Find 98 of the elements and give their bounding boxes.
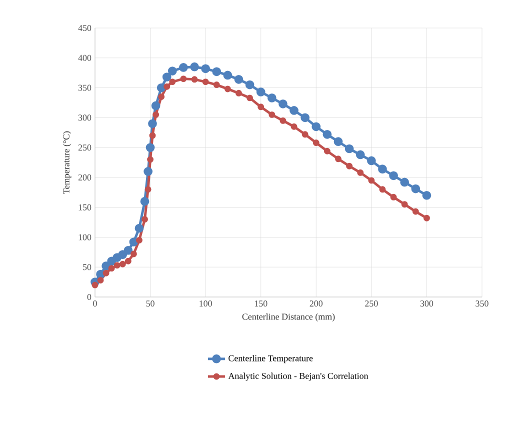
x-tick-label: 150: [254, 300, 268, 307]
point: [357, 169, 364, 176]
point: [114, 262, 120, 269]
point: [412, 208, 419, 215]
point: [130, 250, 137, 258]
point: [179, 63, 188, 72]
point: [400, 178, 410, 187]
point: [169, 78, 176, 86]
x-tick-label: 0: [93, 300, 97, 307]
x-tick-label: 200: [310, 300, 323, 307]
point: [389, 171, 398, 180]
y-tick-label: 350: [78, 84, 92, 91]
y-tick-label: 50: [83, 264, 92, 270]
point: [390, 194, 397, 200]
point: [142, 216, 148, 223]
point: [149, 132, 156, 139]
point: [168, 66, 177, 76]
y-tick-label: 250: [78, 144, 92, 151]
y-tick-label: 0: [87, 294, 92, 300]
y-tick-label: 100: [78, 234, 92, 240]
x-tick-label: 300: [420, 300, 434, 307]
point: [129, 238, 138, 246]
point: [280, 117, 286, 124]
point: [164, 83, 170, 90]
point: [302, 131, 308, 138]
point: [162, 72, 172, 82]
point: [356, 150, 365, 160]
point: [224, 86, 231, 92]
point: [97, 277, 104, 284]
point: [212, 67, 222, 76]
point: [401, 201, 408, 208]
point: [151, 101, 160, 110]
point: [140, 196, 150, 206]
y-tick-label: 300: [78, 114, 92, 121]
point: [92, 282, 98, 288]
x-tick-label: 50: [146, 300, 154, 307]
point: [147, 156, 154, 163]
point: [146, 143, 155, 152]
point: [335, 156, 342, 162]
point: [368, 177, 375, 184]
point: [119, 260, 126, 268]
point: [156, 83, 166, 92]
point: [144, 167, 153, 176]
point: [158, 94, 165, 100]
point: [246, 94, 254, 102]
point: [290, 123, 298, 130]
point: [102, 270, 110, 276]
point: [108, 265, 115, 272]
point: [334, 137, 343, 146]
point: [312, 140, 320, 146]
point: [322, 130, 332, 139]
point: [234, 74, 244, 84]
x-axis-title: Centerline Distance (mm): [242, 313, 335, 322]
point: [236, 90, 242, 96]
point: [300, 113, 310, 122]
point: [422, 190, 432, 200]
point: [256, 88, 266, 96]
point: [378, 164, 387, 174]
point: [267, 94, 276, 102]
y-tick-label: 150: [78, 204, 92, 210]
point: [102, 261, 110, 270]
point: [346, 162, 353, 170]
point: [344, 144, 354, 154]
point: [268, 111, 276, 118]
point: [134, 224, 144, 233]
point: [278, 99, 288, 108]
x-tick-label: 350: [476, 300, 488, 307]
point: [201, 64, 210, 74]
point: [258, 104, 264, 110]
point: [324, 148, 330, 154]
point: [379, 186, 386, 193]
point: [290, 106, 298, 115]
point: [144, 186, 152, 193]
y-axis-title: Temperature (°C): [63, 131, 72, 194]
point: [136, 236, 142, 244]
point: [124, 258, 132, 264]
point: [124, 246, 133, 255]
point: [152, 111, 160, 118]
point: [191, 76, 198, 83]
point: [202, 78, 209, 86]
point: [312, 122, 321, 132]
legend-label: Analytic Solution - Bejan's Correlation: [228, 372, 368, 381]
y-tick-label: 400: [78, 54, 92, 61]
point: [190, 62, 199, 72]
legend-label: Centerline Temperature: [228, 354, 313, 364]
point: [223, 70, 232, 80]
point: [213, 82, 220, 88]
x-tick-label: 100: [200, 300, 212, 307]
point: [366, 156, 376, 166]
point: [118, 250, 128, 259]
point: [180, 76, 187, 82]
point: [423, 214, 430, 222]
x-tick-label: 250: [365, 300, 378, 307]
point: [411, 184, 420, 194]
y-tick-label: 200: [78, 174, 92, 180]
point: [245, 80, 254, 90]
y-tick-label: 450: [78, 24, 92, 32]
point: [148, 119, 157, 128]
